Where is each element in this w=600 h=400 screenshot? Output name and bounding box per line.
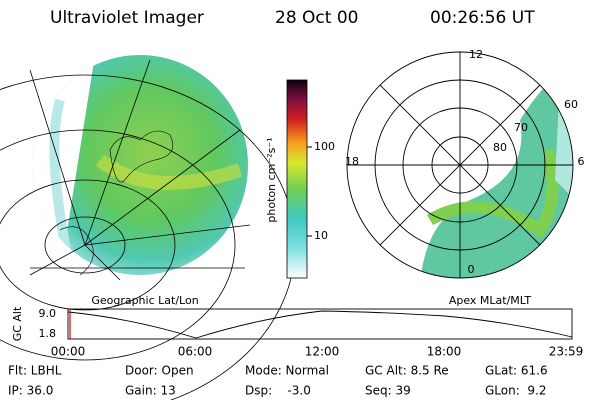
colorbar-label: photon cm⁻²s⁻¹ (265, 137, 278, 222)
status-field: Flt: LBHL (8, 364, 62, 378)
colorbar (286, 79, 308, 279)
status-field: Door: Open (125, 364, 194, 378)
time-tick-label: 23:59 (549, 345, 584, 359)
status-field: Dsp: -3.0 (245, 384, 311, 398)
time-tick-label: 00:00 (51, 345, 86, 359)
colorbar-tick-label: 100 (314, 140, 335, 153)
altitude-axis-label: GC Alt (11, 306, 24, 341)
status-field: Mode: Normal (245, 364, 329, 378)
lat-label: 70 (514, 121, 528, 134)
mlt-label: 0 (468, 263, 475, 276)
altitude-tick-label: 1.8 (39, 327, 57, 340)
status-field: IP: 36.0 (8, 384, 53, 398)
status-field: GLat: 61.6 (485, 364, 548, 378)
time-tick-label: 12:00 (305, 345, 340, 359)
status-field: GLon: 9.2 (485, 384, 546, 398)
time: 00:26:56 UT (430, 8, 535, 28)
time-tick-label: 06:00 (178, 345, 213, 359)
title: Ultraviolet Imager (50, 8, 204, 28)
colorbar-tick-label: 10 (314, 229, 328, 242)
status-field: Seq: 39 (365, 384, 411, 398)
date: 28 Oct 00 (275, 8, 358, 28)
mlt-label: 6 (578, 155, 585, 168)
altitude-plot-frame (67, 308, 573, 340)
time-tick-label: 18:00 (427, 345, 462, 359)
lat-label: 60 (564, 98, 578, 111)
status-field: GC Alt: 8.5 Re (365, 364, 449, 378)
status-panel: Flt: LBHL Door: Open Mode: Normal GC Alt: 8… (8, 364, 548, 398)
left-map-label: Geographic Lat/Lon (91, 294, 198, 307)
polar-grid (346, 51, 574, 279)
mlt-label: 12 (469, 48, 483, 61)
right-map-label: Apex MLat/MLT (449, 294, 532, 307)
lat-label: 80 (493, 141, 507, 154)
altitude-curve (67, 310, 573, 339)
mlt-label: 18 (345, 155, 359, 168)
status-field: Gain: 13 (125, 384, 176, 398)
polar-map (420, 60, 573, 278)
altitude-tick-label: 9.0 (39, 307, 57, 320)
